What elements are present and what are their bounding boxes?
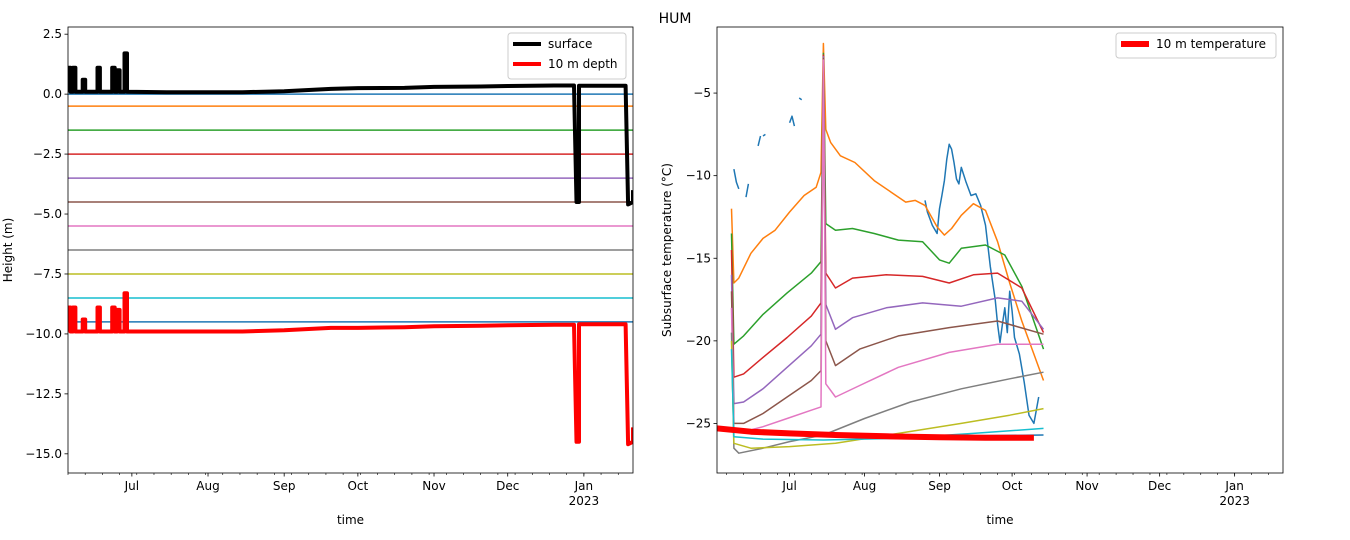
- height-series-line-10-m-depth: [68, 291, 633, 447]
- height-y-tick-label: −15.0: [25, 447, 62, 461]
- temperature-series-line-1: [730, 42, 1045, 381]
- temperature-series-line-0: [762, 133, 766, 137]
- height-chart-panel: 2.5 0.0 −2.5 −5.0 −7.5 −10.0 −12.5 −15.0 Jul Aug S…: [1, 26, 634, 527]
- temperature-y-tick-label: −15: [686, 251, 711, 265]
- temperature-x-tick-label: Aug: [853, 479, 876, 493]
- temperature-x-tick-label: Jul: [781, 479, 796, 493]
- temperature-plot-area: [717, 42, 1045, 454]
- temperature-x-tick-label: Sep: [928, 479, 951, 493]
- temperature-x-tick-label: Oct: [1002, 479, 1023, 493]
- height-y-tick-label: 2.5: [43, 27, 62, 41]
- height-y-axis-label: Height (m): [1, 218, 15, 283]
- height-legend-label: surface: [548, 37, 592, 51]
- temperature-y-tick-label: −5: [693, 86, 711, 100]
- height-x-tick-year-label: 2023: [569, 494, 600, 508]
- height-x-tick-label: Jan: [574, 479, 594, 493]
- height-y-tick-label: −5.0: [33, 207, 62, 221]
- temperature-series-line-0: [733, 168, 740, 190]
- height-y-tick-label: −12.5: [25, 387, 62, 401]
- temperature-y-tick-label: −10: [686, 169, 711, 183]
- temperature-series-line-10-m-temperature: [717, 425, 1034, 441]
- temperature-legend-label: 10 m temperature: [1156, 37, 1266, 51]
- temperature-x-tick-label: Jan: [1224, 479, 1244, 493]
- temperature-series-line-2: [730, 52, 1045, 350]
- height-x-tick-label: Jul: [124, 479, 139, 493]
- temperature-series-line-5: [730, 57, 1044, 425]
- height-x-tick-label: Dec: [496, 479, 519, 493]
- height-legend-label: 10 m depth: [548, 57, 618, 71]
- height-y-tick-label: −2.5: [33, 147, 62, 161]
- temperature-x-tick-year-label: 2023: [1219, 494, 1250, 508]
- height-legend: surface 10 m depth: [507, 32, 627, 80]
- height-y-tick-label: 0.0: [43, 87, 62, 101]
- figure-suptitle: HUM: [659, 11, 692, 27]
- height-x-tick-label: Nov: [422, 479, 445, 493]
- temperature-series-line-3: [730, 54, 1045, 378]
- temperature-series-line-0: [788, 115, 796, 127]
- temperature-series-line-8: [730, 340, 1044, 449]
- temperature-y-axis-label: Subsurface temperature (°C): [660, 163, 674, 337]
- temperature-legend-box: [1115, 32, 1277, 59]
- height-y-tick-label: −7.5: [33, 267, 62, 281]
- temperature-series-line-0: [745, 183, 750, 198]
- height-axes-frame: [67, 26, 634, 474]
- temperature-series-line-0: [798, 97, 803, 101]
- temperature-x-tick-label: Dec: [1148, 479, 1171, 493]
- temperature-x-axis-label: time: [986, 513, 1013, 527]
- temperature-y-tick-label: −20: [686, 334, 711, 348]
- temperature-y-tick-label: −25: [686, 416, 711, 430]
- temperature-legend: 10 m temperature: [1115, 32, 1277, 59]
- temperature-series-line-0: [757, 135, 762, 147]
- temperature-axes-frame: [716, 26, 1284, 474]
- height-x-tick-label: Sep: [273, 479, 296, 493]
- height-x-axis-label: time: [337, 513, 364, 527]
- height-y-tick-label: −10.0: [25, 327, 62, 341]
- temperature-series-line-9: [730, 349, 1044, 441]
- temperature-x-tick-label: Nov: [1075, 479, 1098, 493]
- height-series-line-surface: [68, 51, 633, 207]
- height-x-tick-label: Aug: [196, 479, 219, 493]
- temperature-series-line-0: [924, 143, 1040, 425]
- height-x-tick-label: Oct: [347, 479, 368, 493]
- height-plot-area: [68, 51, 633, 447]
